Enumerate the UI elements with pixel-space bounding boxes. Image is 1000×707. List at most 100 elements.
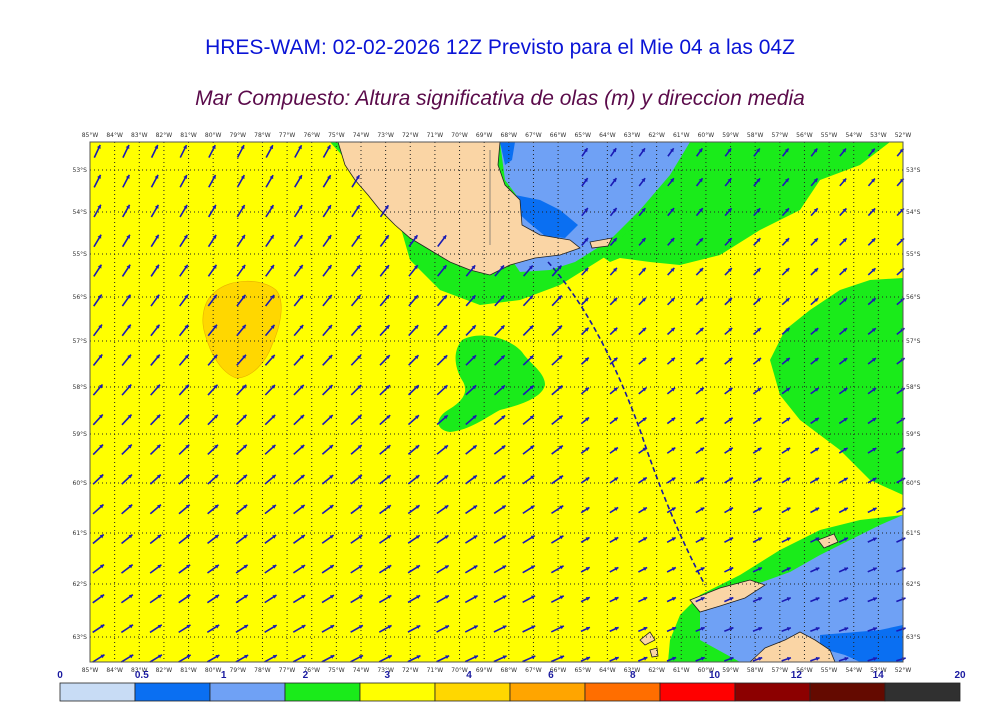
wave-arrow — [580, 446, 590, 454]
wave-arrow — [264, 564, 277, 574]
wave-arrow — [695, 297, 704, 306]
wave-arrow — [551, 265, 563, 277]
wave-arrow — [294, 174, 303, 188]
longitude-label: 60°W — [698, 667, 715, 674]
wave-arrow — [551, 384, 563, 396]
wave-arrow — [667, 207, 675, 217]
wave-arrow — [436, 354, 448, 366]
wave-arrow — [121, 324, 132, 337]
wave-arrow — [436, 564, 450, 574]
wave-arrow — [408, 294, 419, 307]
wave-arrow — [752, 566, 763, 573]
wave-arrow — [264, 324, 276, 337]
colorbar-segment — [134, 682, 211, 702]
wave-arrow — [121, 294, 132, 307]
longitude-labels: 85°W 85°W 84°W 84°W 83°W 83°W 82°W 82°W 81°W 81°W… — [82, 132, 912, 674]
wave-arrow — [465, 354, 477, 366]
wave-arrow — [551, 505, 564, 515]
wave-arrow — [781, 417, 791, 425]
wave-arrow — [839, 177, 847, 187]
longitude-label: 67°W — [525, 667, 542, 674]
wave-arrow — [322, 384, 334, 396]
wave-arrow — [609, 506, 619, 514]
wave-arrow — [867, 507, 877, 514]
wave-arrow — [810, 656, 820, 662]
wave-arrow — [781, 327, 791, 336]
wave-arrow — [781, 387, 791, 395]
wave-arrow — [235, 474, 248, 485]
wave-arrow — [235, 564, 249, 574]
wave-arrow — [867, 327, 877, 335]
wave-arrow — [293, 354, 305, 366]
longitude-label: 73°W — [377, 667, 394, 674]
wave-arrow — [436, 534, 449, 544]
longitude-label: 78°W — [254, 132, 271, 139]
wave-arrow — [810, 447, 820, 454]
wave-arrow — [781, 177, 790, 187]
wave-arrow — [207, 294, 218, 307]
wave-arrow — [293, 294, 304, 307]
wave-arrow — [206, 624, 220, 634]
wave-arrow — [178, 504, 191, 515]
wave-arrow — [264, 414, 276, 426]
wave-arrow — [695, 207, 704, 217]
wave-arrow — [379, 384, 391, 396]
latitude-label: 59°S — [73, 431, 88, 438]
wave-arrow — [838, 597, 849, 603]
wave-arrow — [208, 174, 217, 188]
wave-arrow — [378, 594, 392, 604]
colorbar-tick-label: 3 — [384, 670, 390, 681]
colorbar-segment — [659, 682, 736, 702]
wave-arrow — [838, 417, 848, 425]
longitude-label: 83°W — [131, 667, 148, 674]
wave-arrow — [638, 387, 647, 395]
wave-arrow — [264, 624, 278, 633]
wave-arrow — [121, 503, 133, 515]
wave-arrow — [92, 563, 105, 574]
wave-arrow — [236, 264, 246, 277]
colorbar-segment — [734, 682, 811, 702]
latitude-label: 58°S — [906, 384, 921, 391]
wave-arrow — [265, 234, 275, 248]
longitude-label: 63°W — [624, 667, 641, 674]
longitude-label: 83°W — [131, 132, 148, 139]
wave-arrow — [609, 237, 618, 246]
colorbar-segment — [809, 682, 886, 702]
colorbar-segment — [434, 682, 511, 702]
wave-arrow — [120, 594, 134, 604]
wave-arrow — [236, 144, 245, 158]
wave-arrow — [437, 234, 447, 247]
longitude-label: 74°W — [353, 667, 370, 674]
longitude-label: 56°W — [796, 667, 813, 674]
wave-arrow — [93, 264, 103, 277]
wave-arrow — [149, 624, 163, 634]
longitude-label: 75°W — [328, 667, 345, 674]
wave-arrow — [551, 354, 563, 366]
map-title: HRES-WAM: 02-02-2026 12Z Previsto para e… — [205, 36, 795, 59]
wave-arrow — [638, 207, 646, 217]
latitude-label: 57°S — [906, 338, 921, 345]
wave-arrow — [839, 237, 848, 246]
wave-arrow — [638, 476, 648, 484]
longitude-label: 79°W — [230, 132, 247, 139]
wave-arrow — [666, 656, 677, 662]
latitude-label: 59°S — [906, 431, 921, 438]
wave-arrow — [638, 177, 646, 187]
wave-arrow — [724, 237, 733, 246]
colorbar-segment — [509, 682, 586, 702]
wave-arrow — [322, 294, 333, 307]
longitude-label: 76°W — [303, 132, 320, 139]
wave-arrow — [695, 357, 705, 365]
wave-arrow — [379, 474, 392, 485]
wave-arrow — [464, 624, 479, 633]
wave-arrow — [493, 655, 507, 663]
wave-arrow — [178, 624, 191, 634]
longitude-label: 85°W — [82, 667, 99, 674]
longitude-label: 61°W — [673, 667, 690, 674]
wave-arrow — [207, 354, 218, 366]
wave-arrow — [235, 624, 249, 633]
wave-arrow — [464, 655, 479, 663]
wave-arrow — [149, 504, 162, 515]
colorbar-tick-label: 10 — [709, 670, 721, 681]
